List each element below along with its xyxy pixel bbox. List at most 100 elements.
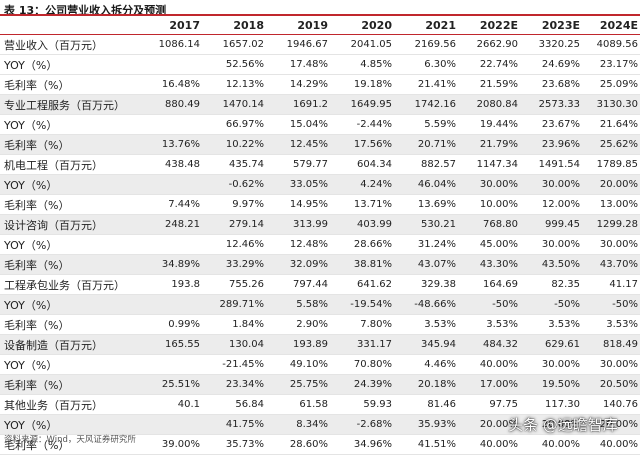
value-cell: -48.66% [394, 294, 458, 315]
value-cell: 40.00% [458, 354, 520, 375]
value-cell: 4.46% [394, 354, 458, 375]
year-header: 2017 [146, 16, 202, 35]
table-row: YOY（%） -0.62% 33.05% 4.24% 46.04% 30.00% 30.00… [0, 174, 640, 195]
value-cell: 3.53% [394, 314, 458, 335]
year-header: 2019 [266, 16, 330, 35]
value-cell: 3.53% [582, 314, 640, 335]
value-cell: 279.14 [202, 214, 266, 235]
value-cell: 3320.25 [520, 34, 582, 55]
value-cell: 14.95% [266, 194, 330, 215]
value-cell: 41.17 [582, 274, 640, 295]
value-cell: -50% [458, 294, 520, 315]
value-cell: 130.04 [202, 334, 266, 355]
value-cell: 193.89 [266, 334, 330, 355]
value-cell: 17.00% [458, 374, 520, 395]
value-cell: -50% [582, 294, 640, 315]
row-label: 毛利率（%） [0, 374, 146, 395]
value-cell: 22.74% [458, 54, 520, 75]
value-cell: 248.21 [146, 214, 202, 235]
value-cell: 435.74 [202, 154, 266, 175]
value-cell: 17.48% [266, 54, 330, 75]
value-cell: 5.58% [266, 294, 330, 315]
value-cell: 13.00% [582, 194, 640, 215]
value-cell: 8.34% [266, 414, 330, 435]
year-header: 2021 [394, 16, 458, 35]
value-cell: 10.22% [202, 134, 266, 155]
value-cell: 484.32 [458, 334, 520, 355]
value-cell: 25.75% [266, 374, 330, 395]
value-cell: 882.57 [394, 154, 458, 175]
header-label-cell [0, 16, 146, 35]
value-cell: 604.34 [330, 154, 394, 175]
value-cell: 34.96% [330, 434, 394, 455]
year-header: 2022E [458, 16, 520, 35]
table-row: 毛利率（%） 7.44% 9.97% 14.95% 13.71% 13.69% 10.00%… [0, 194, 640, 215]
value-cell [146, 114, 202, 135]
value-cell: 23.34% [202, 374, 266, 395]
value-cell: 25.62% [582, 134, 640, 155]
row-label: YOY（%） [0, 354, 146, 375]
value-cell: 28.66% [330, 234, 394, 255]
value-cell: 1.84% [202, 314, 266, 335]
value-cell: 880.49 [146, 94, 202, 115]
value-cell: 40.00% [458, 434, 520, 455]
value-cell: 6.30% [394, 54, 458, 75]
value-cell: 33.05% [266, 174, 330, 195]
value-cell: 20.50% [582, 374, 640, 395]
row-label: 设计咨询（百万元） [0, 214, 146, 235]
table-body: 营业收入（百万元） 1086.14 1657.02 1946.67 2041.05 216… [0, 34, 640, 455]
value-cell: 1147.34 [458, 154, 520, 175]
value-cell: 4089.56 [582, 34, 640, 55]
value-cell: 3.53% [520, 314, 582, 335]
value-cell: 45.00% [458, 234, 520, 255]
table-row: 机电工程（百万元） 438.48 435.74 579.77 604.34 882.57 1… [0, 154, 640, 175]
row-label: 毛利率（%） [0, 254, 146, 275]
value-cell: 35.93% [394, 414, 458, 435]
header-row: 2017 2018 2019 2020 2021 2022E 2023E 2024E [0, 16, 640, 35]
value-cell: 10.00% [458, 194, 520, 215]
value-cell: 16.48% [146, 74, 202, 95]
value-cell: 61.58 [266, 394, 330, 415]
value-cell: 43.50% [520, 254, 582, 275]
value-cell: 4.24% [330, 174, 394, 195]
value-cell: 1946.67 [266, 34, 330, 55]
row-label: YOY（%） [0, 114, 146, 135]
value-cell: 797.44 [266, 274, 330, 295]
value-cell: 403.99 [330, 214, 394, 235]
value-cell: 17.56% [330, 134, 394, 155]
row-label: 毛利率（%） [0, 194, 146, 215]
value-cell: 2169.56 [394, 34, 458, 55]
row-label: YOY（%） [0, 414, 146, 435]
value-cell: 23.96% [520, 134, 582, 155]
value-cell: 39.00% [146, 434, 202, 455]
row-label: YOY（%） [0, 174, 146, 195]
row-label: 机电工程（百万元） [0, 154, 146, 175]
value-cell: 30.00% [458, 174, 520, 195]
value-cell: 82.35 [520, 274, 582, 295]
table-row: YOY（%） 12.46% 12.48% 28.66% 31.24% 45.00% 30.0… [0, 234, 640, 255]
table-row: YOY（%） 41.75% 8.34% -2.68% 35.93% 20.00% 20.00… [0, 414, 640, 435]
value-cell: 24.69% [520, 54, 582, 75]
value-cell: 23.17% [582, 54, 640, 75]
value-cell: 5.59% [394, 114, 458, 135]
value-cell: 289.71% [202, 294, 266, 315]
row-label: 设备制造（百万元） [0, 334, 146, 355]
value-cell: 34.89% [146, 254, 202, 275]
value-cell: 20.00% [582, 174, 640, 195]
value-cell: 66.97% [202, 114, 266, 135]
table-row: 毛利率（%） 13.76% 10.22% 12.45% 17.56% 20.71% 21.7… [0, 134, 640, 155]
value-cell: -0.62% [202, 174, 266, 195]
value-cell: 140.76 [582, 394, 640, 415]
table-row: YOY（%） 52.56% 17.48% 4.85% 6.30% 22.74% 24.69%… [0, 54, 640, 75]
table-row: 毛利率（%） 25.51% 23.34% 25.75% 24.39% 20.18% 17.0… [0, 374, 640, 395]
year-header: 2020 [330, 16, 394, 35]
value-cell: 97.75 [458, 394, 520, 415]
row-label: 毛利率（%） [0, 74, 146, 95]
value-cell: 14.29% [266, 74, 330, 95]
value-cell: -19.54% [330, 294, 394, 315]
value-cell: 13.76% [146, 134, 202, 155]
value-cell: 438.48 [146, 154, 202, 175]
row-label: YOY（%） [0, 54, 146, 75]
value-cell: 35.73% [202, 434, 266, 455]
value-cell: 56.84 [202, 394, 266, 415]
